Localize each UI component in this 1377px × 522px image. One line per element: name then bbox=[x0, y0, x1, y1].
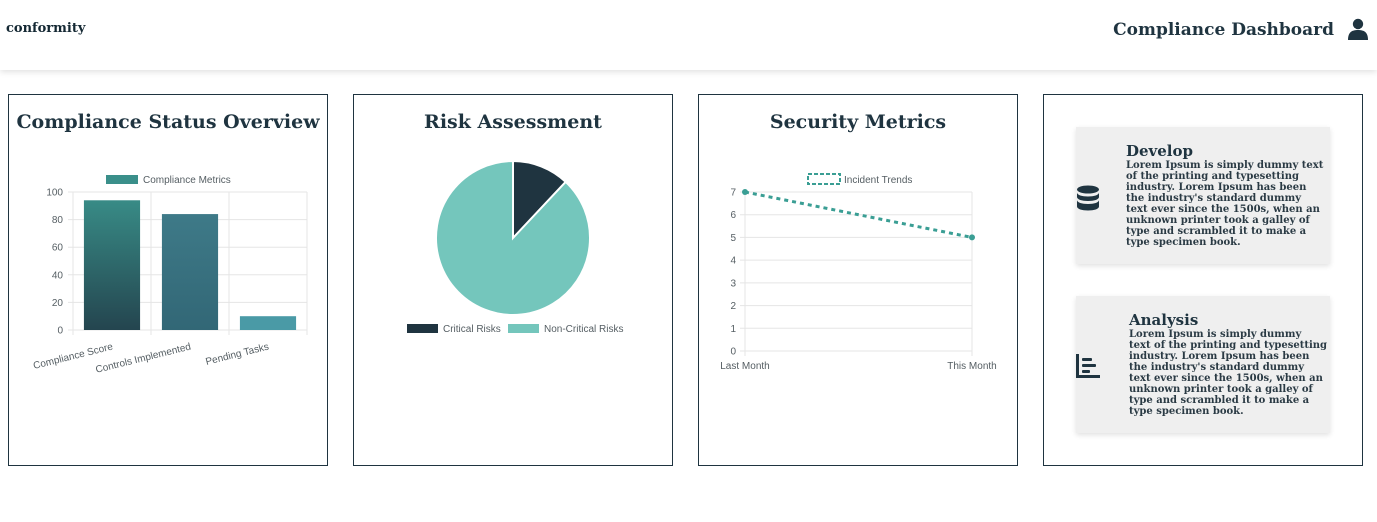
feature-analysis-text: Lorem Ipsum is simply dummy text of the … bbox=[1129, 329, 1328, 417]
bar-pending-tasks[interactable] bbox=[239, 316, 297, 330]
page-title: Compliance Dashboard bbox=[1113, 20, 1334, 40]
pie-slice-non-critical-risks[interactable] bbox=[435, 159, 591, 316]
legend-label-incident-trends: Incident Trends bbox=[844, 175, 912, 186]
security-card-title: Security Metrics bbox=[769, 111, 947, 133]
y-tick-label: 80 bbox=[52, 215, 64, 226]
features-card: Develop Lorem Ipsum is simply dummy text… bbox=[1043, 94, 1363, 466]
risk-assessment-card: Risk Assessment Critical Risks Non-Criti… bbox=[353, 94, 673, 466]
bar-compliance-score[interactable] bbox=[83, 200, 141, 330]
y-tick-label: 7 bbox=[730, 188, 736, 199]
risk-pie-chart: Critical Risks Non-Critical Risks bbox=[407, 159, 623, 335]
y-tick-label: 40 bbox=[52, 270, 64, 281]
app-logo[interactable]: conformity bbox=[6, 21, 86, 36]
database-icon bbox=[1077, 185, 1099, 211]
y-tick-label: 20 bbox=[52, 298, 64, 309]
legend-swatch-compliance-metrics bbox=[106, 175, 138, 184]
risk-card-title: Risk Assessment bbox=[424, 111, 602, 133]
feature-analysis-title: Analysis bbox=[1129, 311, 1199, 329]
x-tick-label: Pending Tasks bbox=[205, 342, 271, 368]
y-tick-label: 1 bbox=[730, 324, 736, 335]
x-tick-label: This Month bbox=[947, 361, 996, 372]
feature-develop: Develop Lorem Ipsum is simply dummy text… bbox=[1076, 127, 1330, 264]
legend-label-compliance-metrics: Compliance Metrics bbox=[143, 175, 231, 186]
y-tick-label: 5 bbox=[730, 233, 736, 244]
security-line-chart: Incident Trends 0 1 2 3 4 5 6 7 Last Month This M… bbox=[720, 173, 997, 372]
legend-swatch-critical-risks bbox=[407, 324, 438, 333]
bar-controls-implemented[interactable] bbox=[161, 214, 219, 330]
compliance-status-card: Compliance Status Overview Compliance Me… bbox=[8, 94, 328, 466]
user-icon[interactable] bbox=[1348, 18, 1368, 40]
y-tick-label: 6 bbox=[730, 210, 736, 221]
point-this-month[interactable] bbox=[969, 234, 975, 241]
legend-label-non-critical-risks: Non-Critical Risks bbox=[544, 324, 623, 335]
legend-label-critical-risks: Critical Risks bbox=[443, 324, 501, 335]
bar-chart-icon bbox=[1076, 354, 1100, 378]
legend-swatch-non-critical-risks bbox=[508, 324, 539, 333]
feature-develop-title: Develop bbox=[1126, 142, 1194, 160]
compliance-card-title: Compliance Status Overview bbox=[16, 111, 320, 133]
top-bar: conformity Compliance Dashboard bbox=[0, 0, 1377, 70]
y-tick-label: 60 bbox=[52, 243, 64, 254]
legend-swatch-incident-trends bbox=[807, 173, 841, 185]
x-tick-label: Last Month bbox=[720, 361, 769, 372]
security-metrics-card: Security Metrics Incident Trends 0 1 2 3 4 5 6… bbox=[698, 94, 1018, 466]
point-last-month[interactable] bbox=[742, 189, 748, 195]
feature-analysis: Analysis Lorem Ipsum is simply dummy tex… bbox=[1076, 296, 1330, 433]
y-tick-label: 3 bbox=[730, 278, 736, 289]
y-tick-label: 100 bbox=[46, 188, 63, 199]
y-tick-label: 4 bbox=[730, 256, 736, 267]
y-tick-label: 0 bbox=[57, 326, 63, 337]
y-tick-label: 2 bbox=[730, 301, 736, 312]
feature-develop-text: Lorem Ipsum is simply dummy text of the … bbox=[1126, 160, 1324, 248]
line-incident-trends bbox=[744, 190, 973, 239]
y-tick-label: 0 bbox=[730, 347, 736, 358]
